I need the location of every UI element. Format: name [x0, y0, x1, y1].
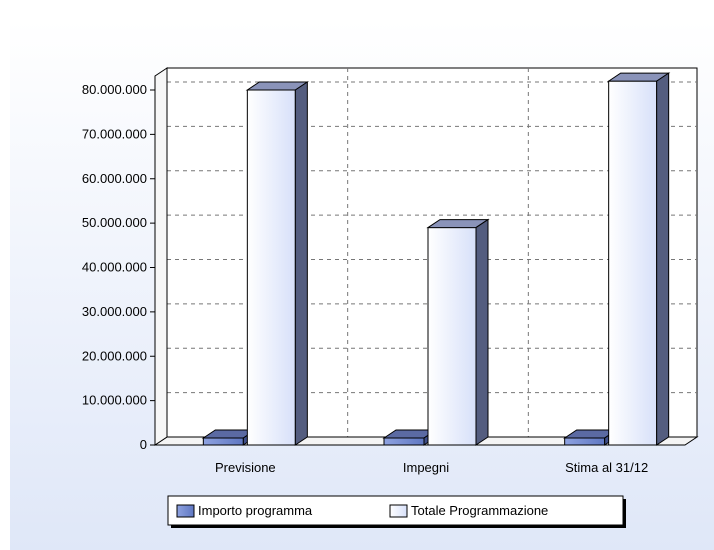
legend-label: Totale Programmazione [411, 503, 548, 518]
bar-totale-programmazione [426, 218, 490, 446]
x-tick-label: Previsione [215, 460, 276, 475]
bar-front [383, 437, 425, 446]
legend-item-importo-programma: Importo programma [176, 503, 313, 518]
x-tick-label: Stima al 31/12 [565, 460, 648, 475]
y-tick-label: 70.000.000 [82, 126, 147, 141]
bar-front [202, 437, 244, 446]
y-tick-label: 40.000.000 [82, 260, 147, 275]
bar-importo-programma [201, 429, 257, 446]
y-tick-label: 60.000.000 [82, 171, 147, 186]
y-tick-label: 30.000.000 [82, 304, 147, 319]
bar-totale-programmazione [245, 81, 309, 446]
plot-side-wall [154, 67, 168, 446]
legend-item-totale-programmazione: Totale Programmazione [389, 503, 548, 518]
x-tick-label: Impegni [403, 460, 449, 475]
legend-swatch [389, 504, 408, 518]
bar-front [564, 437, 606, 446]
y-tick-label: 20.000.000 [82, 348, 147, 363]
legend-swatch [176, 504, 195, 518]
bar-front [427, 227, 477, 446]
bar-side [294, 81, 308, 446]
y-tick-label: 10.000.000 [82, 393, 147, 408]
legend-label: Importo programma [198, 503, 313, 518]
bar-front [608, 80, 658, 446]
y-tick-label: 80.000.000 [82, 82, 147, 97]
bar-front [246, 89, 296, 446]
y-tick-label: 0 [140, 437, 147, 452]
y-tick-label: 50.000.000 [82, 215, 147, 230]
bar-side [656, 72, 670, 446]
bar-totale-programmazione [607, 72, 671, 446]
bar-side [475, 218, 489, 446]
